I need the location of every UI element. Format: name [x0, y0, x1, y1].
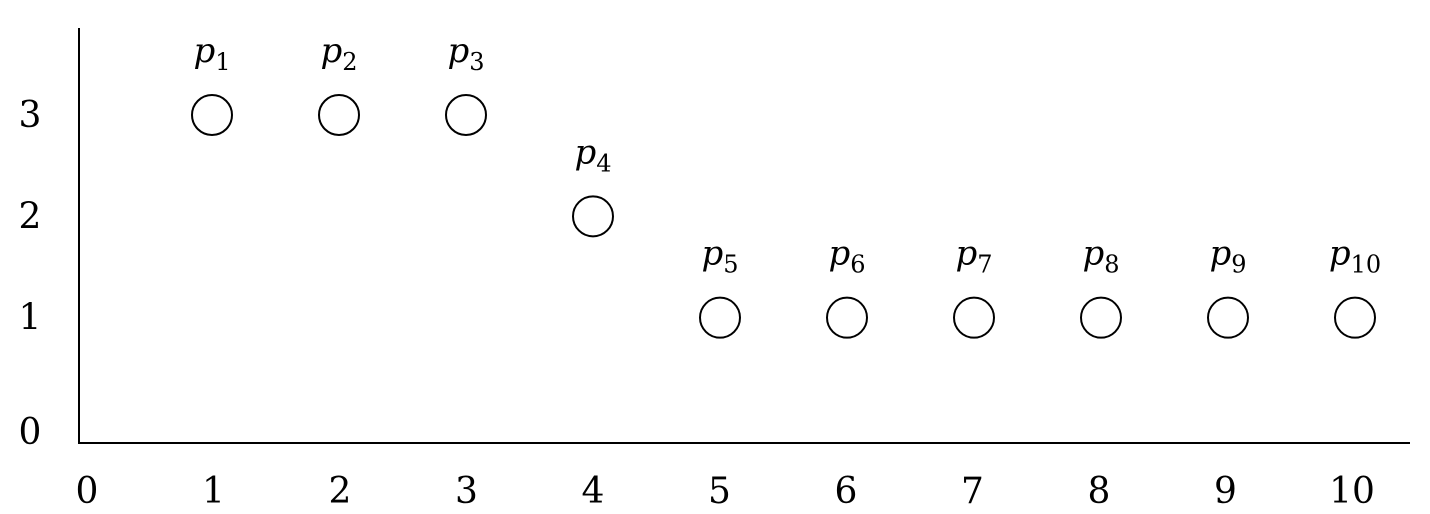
- point-marker: [699, 296, 741, 339]
- x-tick-label: 4: [582, 471, 605, 512]
- y-tick-label: 0: [19, 412, 42, 453]
- point-label: p9: [1209, 234, 1246, 279]
- point-marker: [1207, 296, 1249, 339]
- point-label: p10: [1329, 234, 1381, 279]
- x-tick-label: 6: [835, 471, 858, 512]
- point-marker: [1334, 296, 1376, 339]
- point-label: p7: [955, 234, 992, 279]
- x-tick-labels: 0 1 2 3 4 5 6 7 8 9 10: [76, 471, 1375, 512]
- x-tick-label: 0: [76, 471, 99, 512]
- y-tick-label: 3: [19, 95, 42, 136]
- point-label: p2: [320, 31, 357, 76]
- x-tick-label: 1: [202, 471, 225, 512]
- x-tick-label: 2: [329, 471, 352, 512]
- x-tick-label: 10: [1329, 471, 1375, 512]
- point-marker: [1080, 296, 1122, 339]
- point-marker: [445, 94, 487, 136]
- x-tick-label: 5: [708, 471, 731, 512]
- y-tick-label: 2: [19, 196, 42, 237]
- point-label: p6: [828, 234, 865, 279]
- axes: [78, 28, 1410, 444]
- x-tick-label: 7: [961, 471, 984, 512]
- x-tick-label: 8: [1088, 471, 1111, 512]
- point-marker: [572, 195, 614, 238]
- x-tick-label: 9: [1214, 471, 1237, 512]
- point-label: p3: [447, 31, 484, 76]
- point-marker: [953, 296, 995, 339]
- point-label: p5: [701, 234, 738, 279]
- y-tick-label: 1: [19, 298, 42, 339]
- y-tick-labels: 0 1 2 3: [19, 95, 42, 453]
- point-marker: [191, 94, 233, 136]
- point-label: p4: [574, 132, 611, 177]
- x-tick-label: 3: [455, 471, 478, 512]
- point-labels: p1 p2 p3 p4 p5 p6 p7 p8 p9 p10: [193, 31, 1381, 279]
- point-markers: [191, 94, 1376, 339]
- point-marker: [318, 94, 360, 136]
- point-label: p8: [1082, 234, 1119, 279]
- point-marker: [826, 296, 868, 339]
- point-label: p1: [193, 31, 230, 76]
